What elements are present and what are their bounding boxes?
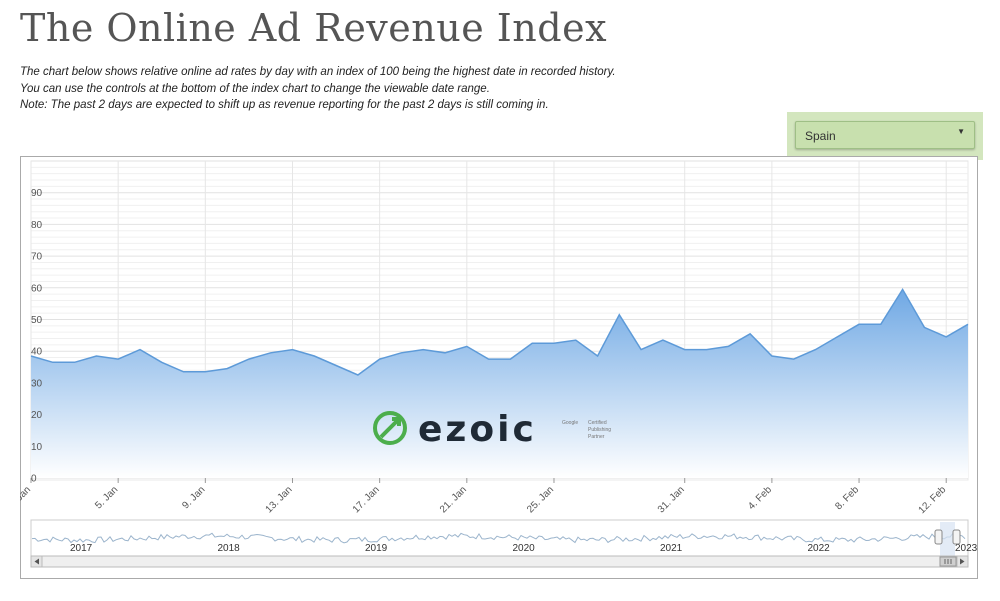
- description-line: You can use the controls at the bottom o…: [20, 82, 490, 95]
- ezoic-watermark: ezoic Google Certified Publishing Partne…: [373, 409, 611, 450]
- x-tick-label: 4. Feb: [746, 484, 774, 512]
- x-tick-label: 31. Jan: [656, 484, 687, 515]
- watermark-brand: ezoic: [418, 409, 537, 450]
- x-tick-label: 21. Jan: [438, 484, 469, 515]
- y-tick-label: 80: [31, 220, 43, 231]
- description-line: The chart below shows relative online ad…: [20, 66, 616, 78]
- navigator-year-label: 2023: [955, 543, 978, 554]
- x-tick-label: 13. Jan: [264, 484, 295, 515]
- series-area: [31, 289, 968, 478]
- y-tick-label: 0: [31, 474, 37, 485]
- series-line: [30, 287, 969, 376]
- y-tick-label: 60: [31, 283, 43, 294]
- description-line: Note: The past 2 days are expected to sh…: [20, 99, 549, 111]
- watermark-badge-text: Partner: [588, 434, 605, 440]
- arrow-left-icon: [34, 558, 39, 565]
- y-tick-label: 30: [31, 378, 43, 389]
- y-tick-label: 70: [31, 252, 43, 263]
- chart-description: The chart below shows relative online ad…: [20, 64, 780, 114]
- navigator-right-handle[interactable]: [952, 529, 961, 545]
- y-tick-label: 10: [31, 442, 43, 453]
- navigator-year-label: 2017: [70, 543, 93, 554]
- x-tick-label: 25. Jan: [525, 484, 556, 515]
- x-tick-label: 5. Jan: [93, 484, 120, 511]
- range-navigator[interactable]: 2017 2018 2019 2020 2021 2022 2023: [30, 519, 978, 568]
- y-tick-label: 20: [31, 410, 43, 421]
- navigator-scrollbar[interactable]: [30, 555, 969, 568]
- revenue-index-chart: 0 10 20 30 40 50 60 70 80 90 1. Jan 5. Jan 9. Jan 13…: [20, 160, 978, 568]
- y-tick-label: 90: [31, 188, 43, 199]
- navigator-series-line: [31, 532, 966, 544]
- navigator-year-label: 2022: [808, 543, 831, 554]
- watermark-badge-text: Google: [562, 420, 578, 426]
- x-tick-label: 1. Jan: [20, 484, 33, 511]
- watermark-badge-text: Publishing: [588, 427, 611, 433]
- watermark-badge-text: Certified: [588, 420, 607, 426]
- navigator-year-label: 2019: [365, 543, 388, 554]
- x-tick-label: 9. Jan: [180, 484, 207, 511]
- y-tick-label: 50: [31, 315, 43, 326]
- arrow-right-icon: [960, 558, 965, 565]
- grip-icon: [944, 559, 952, 564]
- navigator-left-handle[interactable]: [934, 529, 943, 545]
- navigator-year-label: 2020: [513, 543, 536, 554]
- x-tick-label: 8. Feb: [833, 484, 861, 512]
- navigator-selection: [940, 522, 955, 556]
- page-title: The Online Ad Revenue Index: [20, 6, 608, 50]
- region-select[interactable]: Spain ▼: [795, 121, 975, 149]
- navigator-year-label: 2018: [218, 543, 241, 554]
- region-select-value: Spain: [805, 129, 836, 143]
- x-tick-label: 12. Feb: [917, 484, 949, 516]
- navigator-year-label: 2021: [660, 543, 683, 554]
- x-tick-label: 17. Jan: [351, 484, 382, 515]
- ezoic-logo-icon: [373, 411, 407, 445]
- chevron-down-icon: ▼: [957, 127, 965, 136]
- y-tick-label: 40: [31, 347, 43, 358]
